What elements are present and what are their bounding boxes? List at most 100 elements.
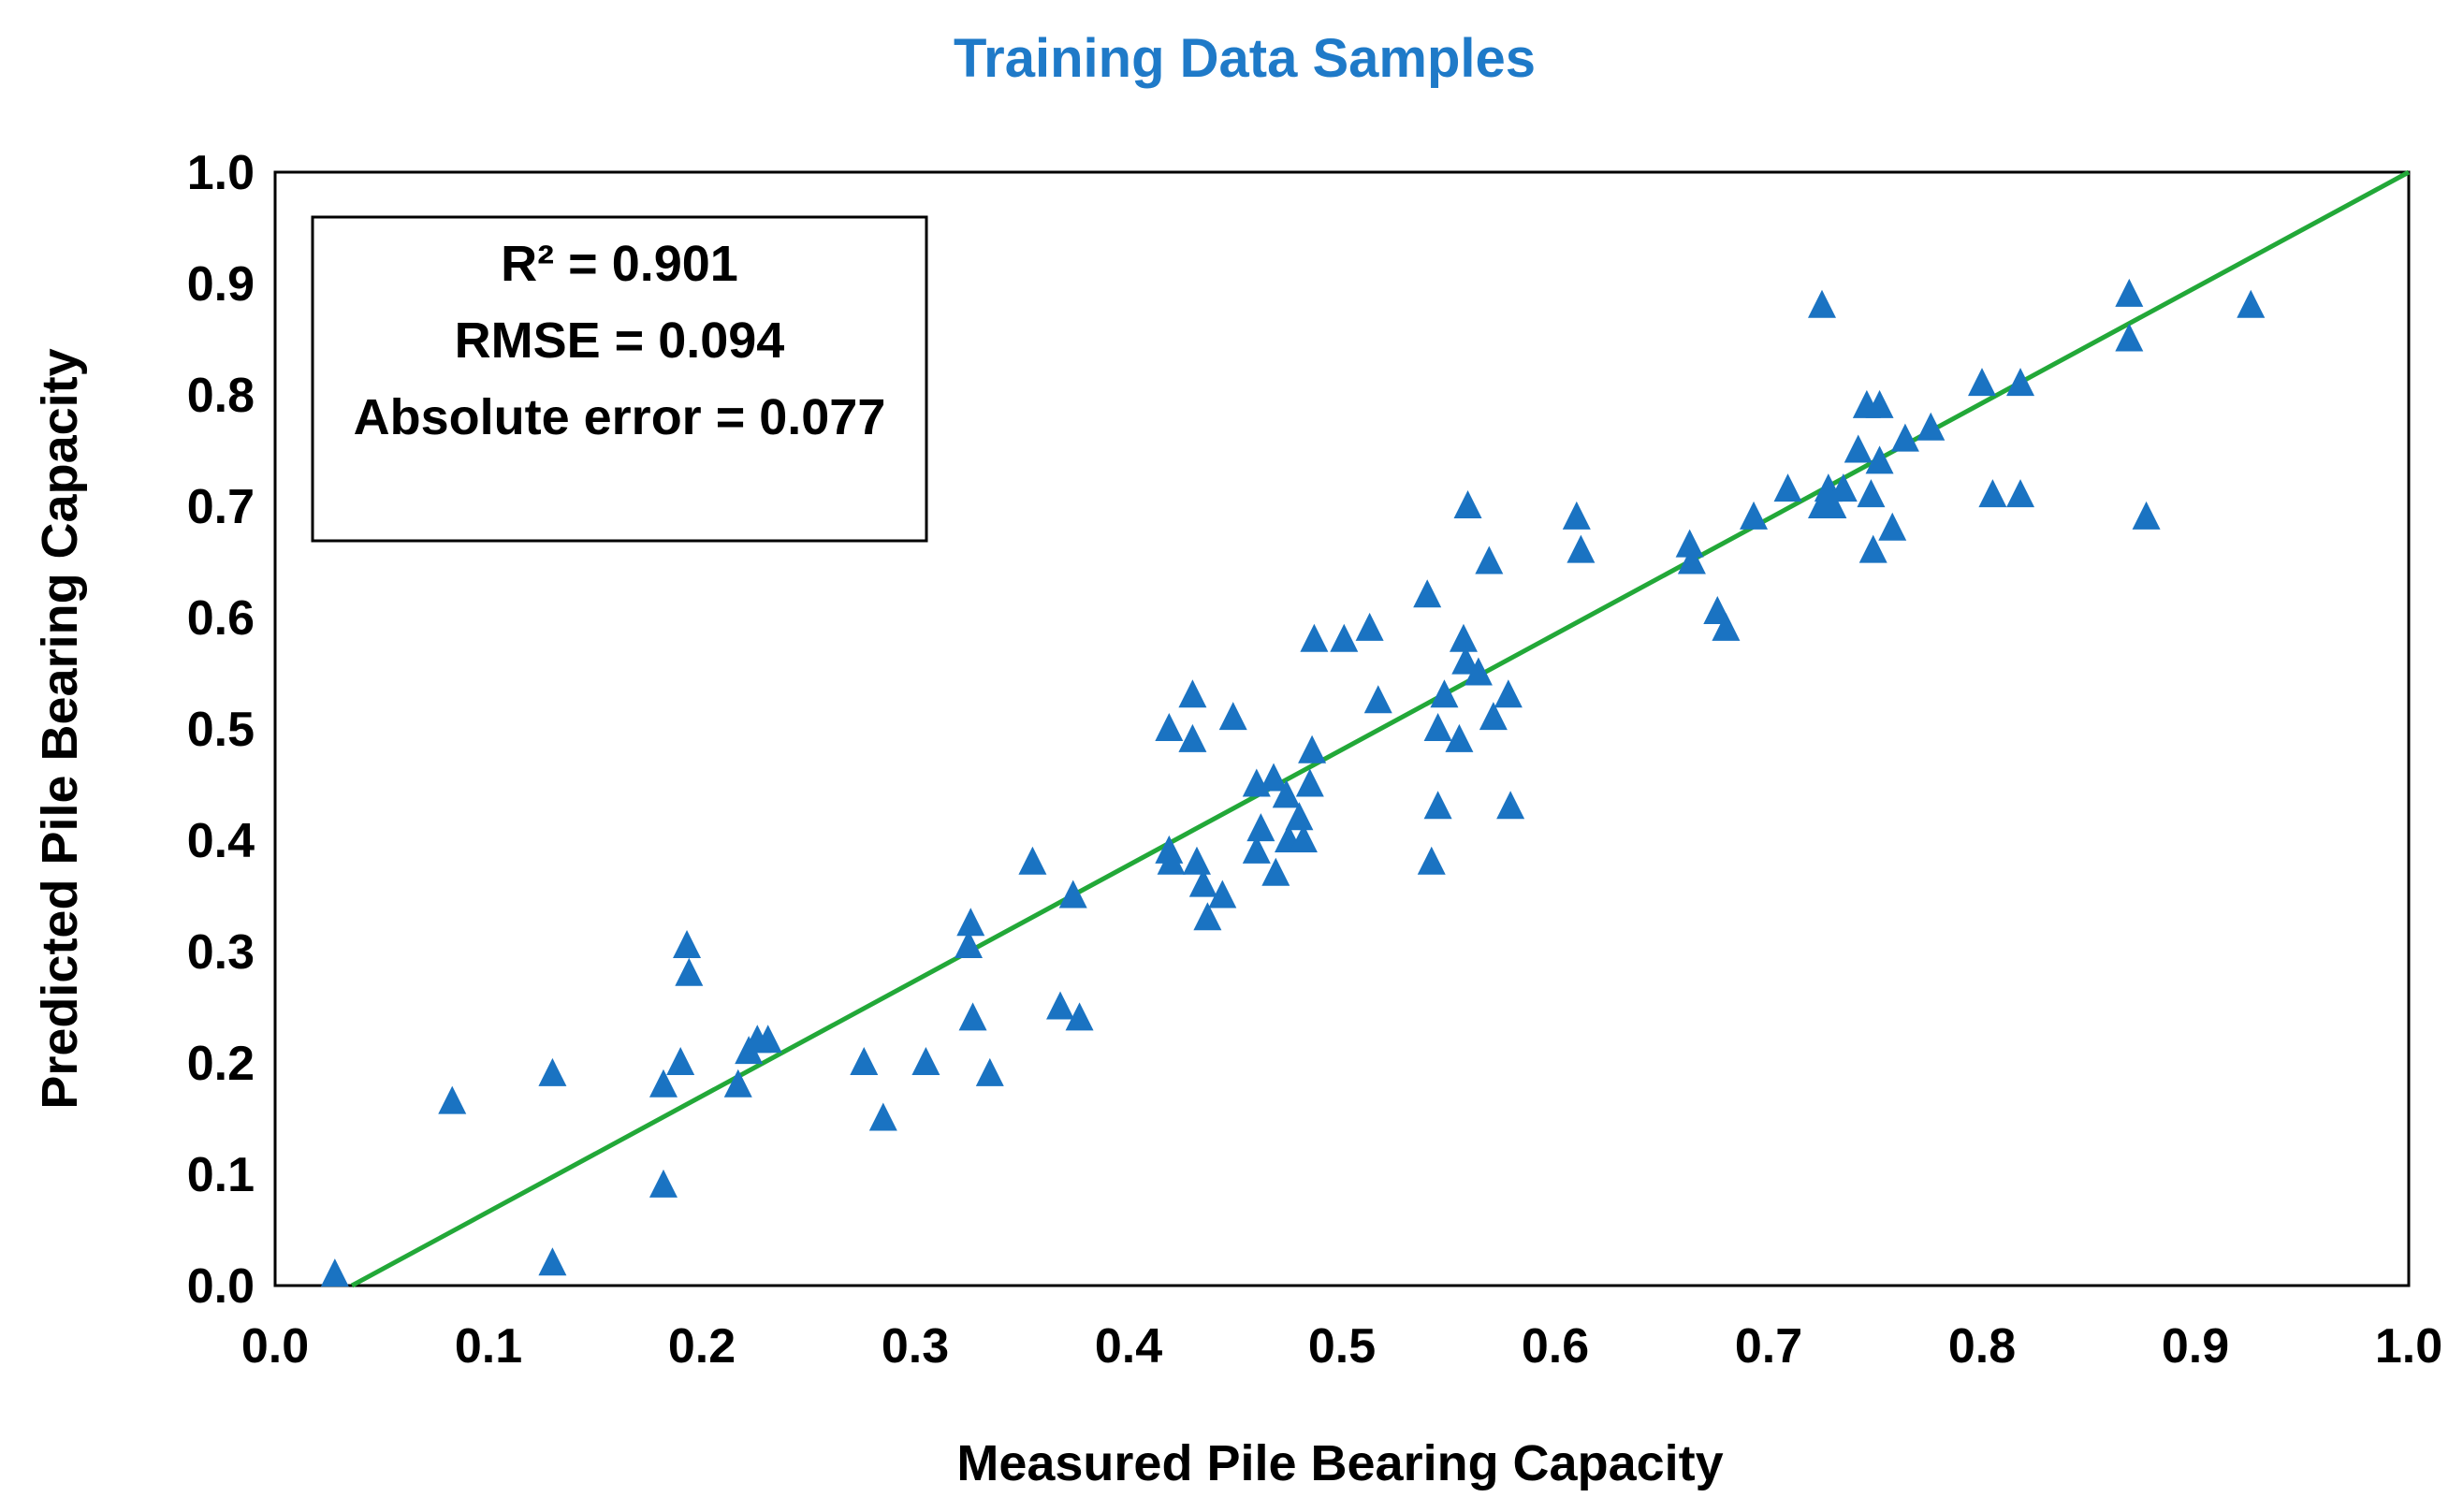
data-point <box>1677 545 1706 574</box>
data-point <box>850 1047 879 1075</box>
y-tick-label: 0.9 <box>187 257 255 312</box>
data-point <box>1475 545 1504 574</box>
data-point <box>2115 323 2144 352</box>
x-tick-label: 0.3 <box>882 1319 949 1374</box>
data-point <box>673 930 702 959</box>
data-point <box>1046 991 1075 1020</box>
data-point <box>2006 368 2035 397</box>
data-point <box>1464 657 1493 686</box>
data-point <box>1878 512 1907 541</box>
x-tick-label: 1.0 <box>2375 1319 2442 1374</box>
data-point <box>1065 1002 1094 1031</box>
fit-line <box>350 169 2411 1288</box>
data-point <box>538 1057 567 1086</box>
data-point <box>1445 723 1474 752</box>
data-point <box>1479 702 1508 731</box>
data-point <box>1829 473 1858 502</box>
data-point <box>1178 723 1207 752</box>
data-point <box>1285 802 1314 831</box>
data-point <box>868 1102 897 1131</box>
data-point <box>975 1057 1004 1086</box>
y-tick-label: 0.1 <box>187 1148 255 1202</box>
stats-box: R² = 0.901 RMSE = 0.094 Absolute error =… <box>311 215 928 543</box>
stat-rmse: RMSE = 0.094 <box>455 313 785 369</box>
x-tick-label: 0.6 <box>1522 1319 1589 1374</box>
data-point <box>753 1025 782 1054</box>
data-point <box>2115 278 2144 307</box>
data-point <box>675 957 704 986</box>
fit-line-layer <box>350 169 2411 1288</box>
y-tick-label: 0.0 <box>187 1259 255 1314</box>
data-point <box>1430 679 1459 708</box>
data-point <box>1453 490 1482 518</box>
data-point <box>1423 791 1452 820</box>
data-point <box>1157 846 1186 875</box>
data-point <box>1890 423 1919 452</box>
data-point <box>2006 479 2035 508</box>
data-point <box>1208 880 1237 909</box>
data-point <box>1272 779 1301 808</box>
data-point <box>1298 734 1327 763</box>
data-point <box>1058 880 1087 909</box>
data-point <box>1260 763 1289 792</box>
x-tick-label: 0.5 <box>1308 1319 1376 1374</box>
data-point <box>1330 623 1359 652</box>
data-point <box>1155 713 1184 741</box>
data-point <box>1494 679 1523 708</box>
y-tick-label: 0.3 <box>187 925 255 980</box>
y-tick-label: 0.4 <box>187 814 255 868</box>
data-point <box>1773 473 1802 502</box>
data-point <box>1857 479 1886 508</box>
data-point <box>1417 846 1446 875</box>
data-points <box>320 278 2266 1287</box>
data-point <box>1363 685 1392 714</box>
data-point <box>438 1085 467 1114</box>
data-point <box>1295 768 1324 797</box>
data-point <box>1188 868 1217 897</box>
data-point <box>666 1047 695 1075</box>
data-point <box>1242 835 1271 864</box>
data-point <box>1178 679 1207 708</box>
data-point <box>2132 501 2161 530</box>
data-point <box>1496 791 1525 820</box>
data-point <box>1865 445 1894 474</box>
data-point <box>958 1002 987 1031</box>
x-tick-label: 0.0 <box>241 1319 309 1374</box>
x-axis-label: Measured Pile Bearing Capacity <box>956 1435 1723 1491</box>
y-tick-label: 1.0 <box>187 146 255 200</box>
data-point <box>1423 713 1452 741</box>
data-point <box>1218 702 1247 731</box>
data-point <box>1865 389 1894 418</box>
x-tick-label: 0.9 <box>2162 1319 2229 1374</box>
data-point <box>1567 534 1596 563</box>
data-point <box>1451 646 1480 675</box>
data-point <box>1818 490 1847 518</box>
data-point <box>911 1047 940 1075</box>
data-point <box>1449 623 1478 652</box>
data-point <box>1300 623 1329 652</box>
x-tick-label: 0.2 <box>668 1319 736 1374</box>
stat-r2: R² = 0.901 <box>501 236 738 292</box>
data-point <box>1289 824 1318 852</box>
data-point <box>1193 902 1222 931</box>
data-point <box>538 1247 567 1276</box>
data-point <box>955 930 983 959</box>
y-tick-label: 0.2 <box>187 1037 255 1091</box>
data-point <box>1413 579 1442 608</box>
x-tick-label: 0.7 <box>1735 1319 1802 1374</box>
data-point <box>956 908 985 937</box>
data-point <box>320 1258 349 1287</box>
x-axis-ticks: 0.0 0.1 0.2 0.3 0.4 0.5 0.6 0.7 0.8 0.9 1.0 <box>241 1319 2442 1374</box>
x-tick-label: 0.4 <box>1095 1319 1162 1374</box>
data-point <box>2237 289 2266 318</box>
data-point <box>1978 479 2007 508</box>
data-point <box>649 1169 678 1198</box>
data-point <box>723 1069 752 1098</box>
x-tick-label: 0.1 <box>455 1319 522 1374</box>
data-point <box>1712 612 1741 641</box>
data-point <box>1182 846 1211 875</box>
y-tick-label: 0.8 <box>187 369 255 423</box>
data-point <box>1968 368 1996 397</box>
y-axis-label: Predicted Pile Bearing Capacity <box>32 348 88 1109</box>
